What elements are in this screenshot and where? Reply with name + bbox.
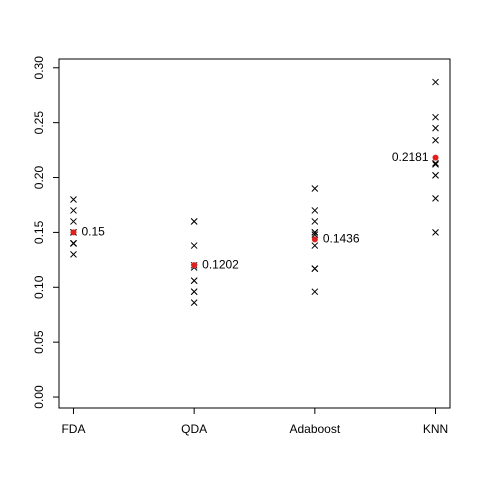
- point-marker: [311, 229, 319, 236]
- y-tick-label: 0.20: [32, 166, 46, 190]
- x-tick-label: QDA: [181, 422, 207, 436]
- mean-marker: [311, 236, 318, 243]
- point-marker: [311, 231, 319, 238]
- point-marker: [432, 136, 439, 144]
- point-marker: [311, 207, 319, 214]
- mean-label: 0.2181: [392, 150, 429, 164]
- y-tick-label: 0.10: [32, 275, 46, 299]
- plot-frame: [58, 58, 451, 409]
- point-marker: [70, 250, 77, 258]
- y-tick-label: 0.05: [32, 330, 46, 354]
- point-marker: [432, 171, 439, 179]
- point-marker: [70, 207, 77, 214]
- point-marker: [190, 299, 198, 306]
- x-tick-label: FDA: [61, 422, 85, 436]
- y-tick-label: 0.00: [32, 385, 46, 409]
- mean-label: 0.1202: [202, 257, 239, 271]
- y-tick-label: 0.15: [32, 220, 46, 244]
- point-marker: [70, 196, 77, 203]
- point-marker: [432, 78, 439, 86]
- point-marker: [190, 288, 198, 296]
- point-marker: [432, 159, 439, 167]
- point-marker: [311, 242, 319, 249]
- point-marker: [70, 218, 77, 225]
- mean-label: 0.15: [81, 225, 105, 239]
- point-marker: [190, 277, 198, 285]
- mean-marker: [70, 229, 77, 236]
- point-marker: [190, 242, 198, 249]
- point-marker: [311, 218, 319, 225]
- x-tick-label: Adaboost: [289, 422, 340, 436]
- point-marker: [432, 124, 439, 132]
- point-marker: [70, 240, 77, 247]
- point-marker: [311, 288, 319, 296]
- point-marker: [432, 161, 439, 168]
- point-marker: [432, 229, 439, 236]
- x-tick-label: KNN: [423, 422, 448, 436]
- point-marker: [432, 113, 439, 121]
- y-tick-label: 0.25: [32, 111, 46, 135]
- mean-marker: [191, 262, 198, 269]
- mean-label: 0.1436: [323, 232, 360, 246]
- point-marker: [311, 185, 319, 192]
- point-marker: [190, 218, 198, 225]
- mean-marker: [432, 154, 439, 161]
- point-marker: [432, 195, 439, 202]
- y-tick-label: 0.30: [32, 56, 46, 80]
- point-marker: [311, 265, 319, 272]
